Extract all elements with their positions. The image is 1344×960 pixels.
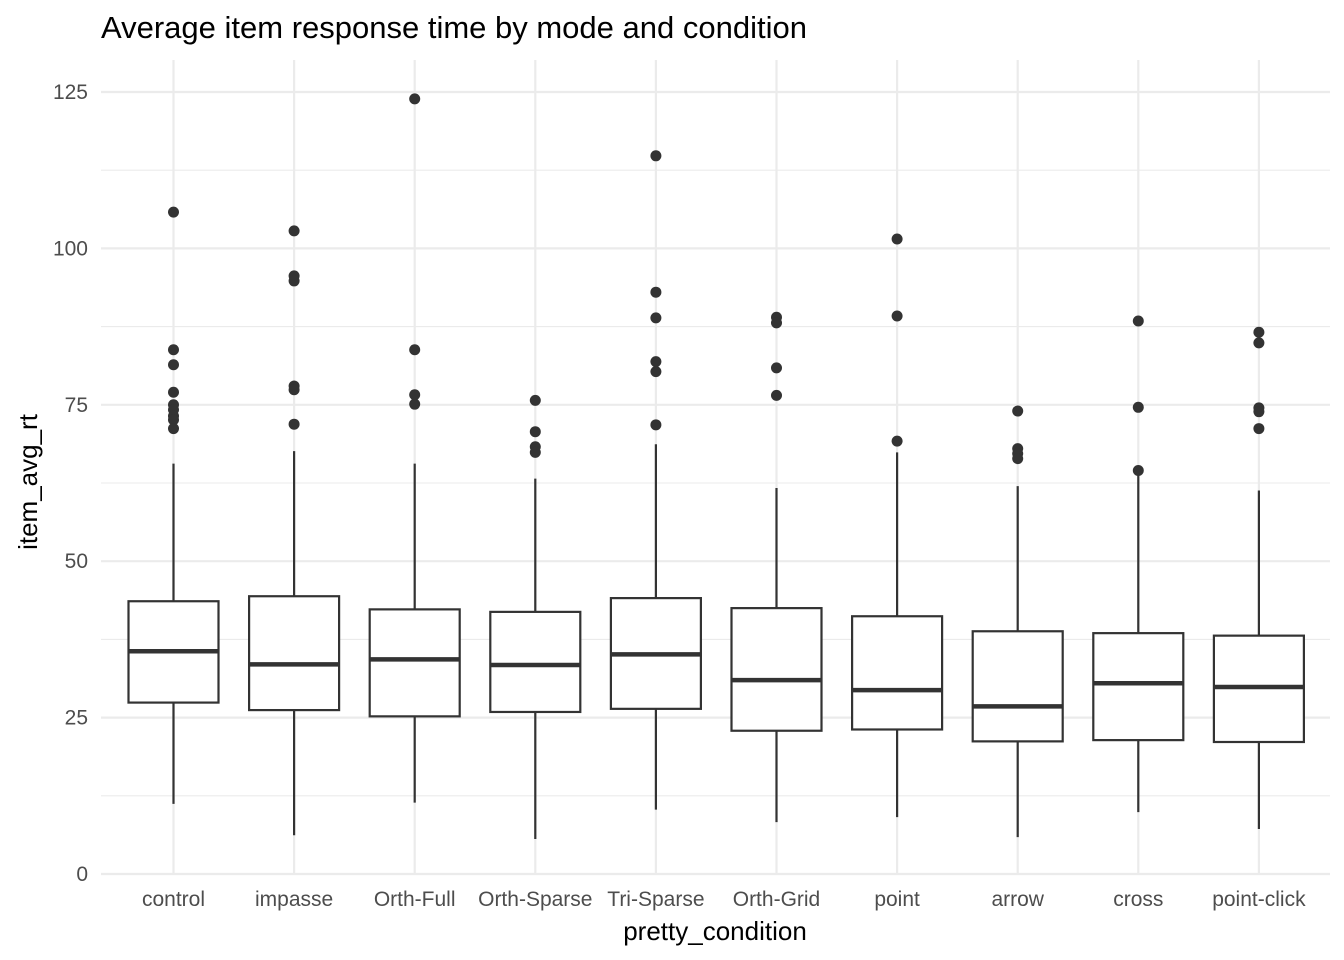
tick-labels-layer: 0 25 50 75 100 125 control impasse Orth-Full Orth… xyxy=(53,81,1306,911)
outlier-point xyxy=(1132,464,1144,476)
boxes-layer xyxy=(127,93,1306,839)
x-tick-label: impasse xyxy=(255,888,333,911)
outlier-point xyxy=(650,312,662,324)
outlier-point xyxy=(1012,405,1024,417)
outlier-point xyxy=(529,426,541,438)
x-tick-label: Orth-Sparse xyxy=(478,888,592,911)
outlier-point xyxy=(409,93,421,105)
y-axis-title: item_avg_rt xyxy=(13,413,43,550)
outlier-point xyxy=(650,419,662,431)
outlier-point xyxy=(771,362,782,374)
x-tick-label: Tri-Sparse xyxy=(607,888,704,911)
box-group-cross xyxy=(1092,315,1185,813)
grid-layer xyxy=(101,60,1330,876)
y-tick-label: 25 xyxy=(65,707,88,730)
x-tick-label: Orth-Full xyxy=(374,888,456,911)
box-group-tri-sparse xyxy=(609,150,703,810)
outlier-point xyxy=(1253,423,1265,435)
x-tick-label: control xyxy=(142,888,205,911)
outlier-point xyxy=(529,394,541,406)
outlier-point xyxy=(1132,315,1144,327)
y-tick-label: 125 xyxy=(53,81,88,104)
outlier-point xyxy=(288,275,300,287)
outlier-point xyxy=(650,286,662,298)
outlier-point xyxy=(891,233,903,245)
outlier-point xyxy=(168,423,179,435)
y-tick-label: 100 xyxy=(53,237,88,260)
y-tick-label: 75 xyxy=(65,394,88,417)
box-group-orth-grid xyxy=(730,311,823,823)
x-tick-label: cross xyxy=(1113,888,1163,911)
outlier-point xyxy=(1012,453,1024,465)
chart-title: Average item response time by mode and c… xyxy=(101,10,807,45)
outlier-point xyxy=(409,398,421,410)
x-tick-label: point-click xyxy=(1212,888,1306,911)
iqr-box xyxy=(248,595,341,712)
y-tick-label: 50 xyxy=(65,550,88,573)
outlier-point xyxy=(168,386,179,398)
y-tick-label: 0 xyxy=(76,863,88,886)
outlier-point xyxy=(891,435,903,447)
box-group-arrow xyxy=(971,405,1064,838)
outlier-point xyxy=(891,310,903,322)
outlier-point xyxy=(1253,337,1265,349)
iqr-box xyxy=(730,607,823,732)
outlier-point xyxy=(650,356,662,368)
iqr-box xyxy=(1092,632,1185,742)
x-tick-label: arrow xyxy=(991,888,1044,911)
box-group-control xyxy=(127,206,220,804)
outlier-point xyxy=(650,366,662,378)
iqr-box xyxy=(368,608,461,718)
box-group-impasse xyxy=(248,225,341,836)
iqr-box xyxy=(489,610,582,714)
outlier-point xyxy=(529,446,541,458)
outlier-point xyxy=(409,344,421,356)
iqr-box xyxy=(850,615,944,731)
outlier-point xyxy=(1253,326,1265,338)
x-tick-label: point xyxy=(874,888,920,911)
x-axis-title: pretty_condition xyxy=(623,916,807,946)
outlier-point xyxy=(168,414,179,426)
outlier-point xyxy=(771,317,782,329)
outlier-point xyxy=(168,359,179,371)
outlier-point xyxy=(771,389,782,401)
x-tick-label: Orth-Grid xyxy=(733,888,821,911)
outlier-point xyxy=(288,225,300,237)
box-group-point-click xyxy=(1212,326,1306,829)
box-group-orth-full xyxy=(368,93,461,803)
outlier-point xyxy=(288,418,300,430)
outlier-point xyxy=(409,389,421,401)
outlier-point xyxy=(168,206,179,218)
box-group-point xyxy=(850,233,944,818)
box-group-orth-sparse xyxy=(489,394,582,839)
outlier-point xyxy=(1132,401,1144,413)
iqr-box xyxy=(971,630,1064,743)
outlier-point xyxy=(168,344,179,356)
outlier-point xyxy=(288,384,300,396)
outlier-point xyxy=(650,150,662,162)
outlier-point xyxy=(1253,406,1265,418)
